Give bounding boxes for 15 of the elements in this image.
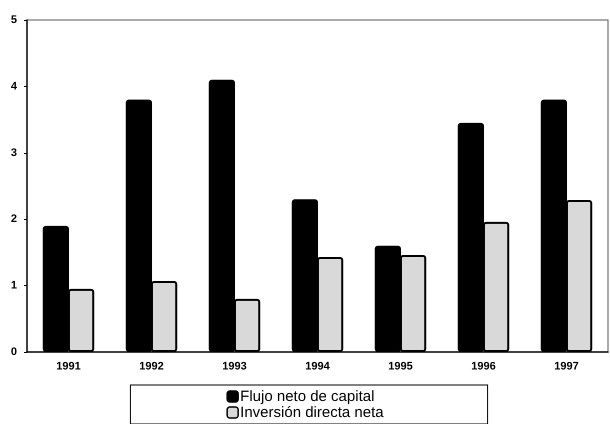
y-tick-label: 3 — [10, 146, 17, 159]
y-tick-label: 5 — [10, 14, 17, 26]
y-tick-label: 0 — [10, 346, 17, 358]
y-tick-label: 4 — [10, 80, 18, 92]
y-tick-label: 2 — [10, 213, 17, 226]
legend-label: Flujo neto de capital — [240, 388, 374, 405]
x-tick-label: 1993 — [222, 360, 247, 372]
x-tick-label: 1994 — [305, 360, 331, 372]
y-tick-label: 1 — [10, 280, 17, 292]
x-tick-label: 1992 — [139, 360, 164, 372]
x-tick-label: 1991 — [56, 360, 81, 372]
legend-label: Inversión directa neta — [240, 404, 384, 421]
x-tick-label: 1996 — [471, 360, 496, 372]
x-tick-label: 1997 — [554, 360, 579, 372]
x-tick-label: 1995 — [388, 360, 413, 372]
